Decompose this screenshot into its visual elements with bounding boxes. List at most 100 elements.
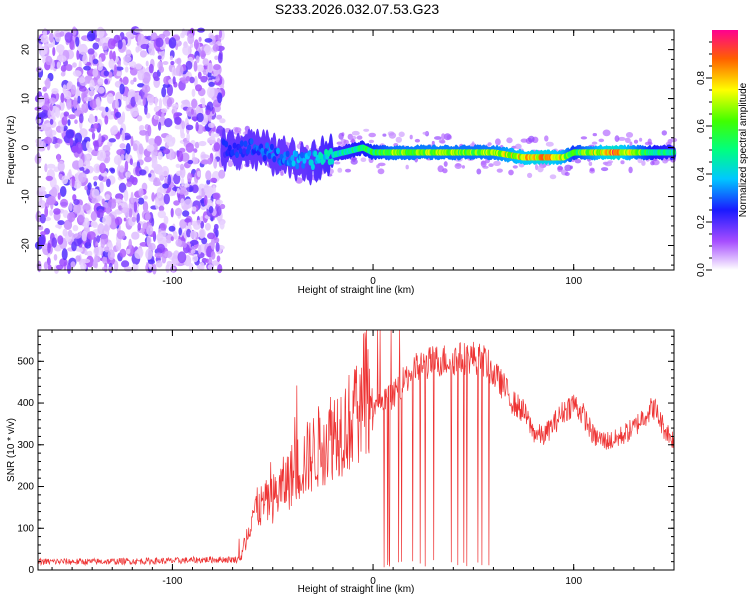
halo-blob bbox=[661, 130, 667, 136]
x-tick-label: -100 bbox=[162, 276, 182, 287]
noise-blob bbox=[78, 77, 86, 84]
ridge-core bbox=[313, 150, 318, 157]
noise-blob bbox=[55, 107, 61, 118]
noise-blob bbox=[189, 76, 195, 84]
noise-blob bbox=[200, 154, 210, 159]
noise-blob bbox=[144, 104, 148, 115]
noise-blob bbox=[106, 215, 112, 227]
noise-blob bbox=[59, 186, 67, 197]
halo-blob bbox=[351, 130, 360, 136]
x-tick-label: 0 bbox=[370, 276, 376, 287]
noise-blob bbox=[176, 187, 180, 194]
noise-blob bbox=[66, 98, 72, 110]
noise-blob bbox=[212, 44, 219, 52]
noise-blob bbox=[151, 192, 155, 202]
noise-blob bbox=[140, 38, 150, 45]
noise-blob bbox=[161, 86, 167, 98]
noise-blob bbox=[207, 139, 217, 144]
noise-blob bbox=[36, 118, 42, 124]
noise-blob bbox=[217, 52, 223, 64]
noise-blob bbox=[148, 43, 155, 56]
halo-blob bbox=[488, 163, 494, 168]
ridge-core bbox=[316, 157, 321, 164]
noise-blob bbox=[135, 46, 140, 53]
halo-blob bbox=[441, 133, 446, 140]
noise-blob bbox=[121, 260, 130, 268]
ridge-core bbox=[301, 162, 306, 169]
noise-blob bbox=[177, 150, 184, 163]
noise-blob bbox=[117, 39, 123, 50]
halo-blob bbox=[360, 157, 367, 162]
ridge-core bbox=[319, 153, 324, 160]
noise-blob bbox=[215, 199, 223, 205]
noise-blob bbox=[47, 242, 51, 254]
noise-blob bbox=[87, 48, 95, 55]
noise-blob bbox=[194, 141, 200, 149]
noise-blob bbox=[80, 263, 87, 271]
noise-blob bbox=[189, 230, 198, 239]
noise-blob bbox=[72, 62, 77, 68]
noise-blob bbox=[196, 170, 201, 178]
noise-blob bbox=[210, 177, 218, 183]
ridge-core bbox=[224, 141, 229, 148]
noise-blob bbox=[170, 207, 174, 218]
noise-blob bbox=[176, 57, 182, 65]
noise-blob bbox=[73, 237, 82, 247]
ridge-core bbox=[330, 158, 335, 165]
halo-blob bbox=[549, 174, 557, 180]
halo-blob bbox=[614, 135, 620, 143]
noise-blob bbox=[184, 218, 192, 223]
noise-blob bbox=[167, 174, 172, 186]
halo-blob bbox=[591, 141, 598, 145]
spectrogram-frame bbox=[37, 29, 675, 271]
y-tick-label: -20 bbox=[21, 238, 32, 253]
noise-blob bbox=[45, 55, 53, 66]
halo-blob bbox=[437, 165, 444, 173]
noise-blob bbox=[213, 64, 221, 71]
ridge-core bbox=[265, 142, 270, 149]
noise-blob bbox=[46, 163, 56, 169]
noise-blob bbox=[111, 198, 116, 204]
noise-blob bbox=[138, 143, 144, 155]
noise-blob bbox=[61, 248, 68, 261]
y-tick-label: 300 bbox=[17, 440, 34, 451]
noise-blob bbox=[216, 125, 224, 137]
noise-blob bbox=[189, 43, 194, 48]
noise-blob bbox=[120, 154, 125, 161]
noise-blob bbox=[69, 137, 74, 146]
noise-blob bbox=[200, 159, 209, 165]
noise-blob bbox=[163, 215, 169, 225]
noise-blob bbox=[217, 92, 223, 104]
noise-blob bbox=[60, 65, 67, 72]
noise-blob bbox=[78, 158, 84, 168]
noise-blob bbox=[131, 216, 137, 223]
noise-blob bbox=[162, 61, 169, 65]
y-tick-label: 500 bbox=[17, 356, 34, 367]
noise-blob bbox=[213, 133, 220, 138]
noise-blob bbox=[95, 96, 101, 107]
noise-blob bbox=[181, 99, 190, 105]
noise-blob bbox=[49, 103, 53, 112]
noise-blob bbox=[116, 230, 126, 240]
noise-blob bbox=[208, 206, 214, 214]
halo-blob bbox=[363, 128, 370, 132]
noise-blob bbox=[61, 175, 69, 185]
noise-blob bbox=[93, 140, 99, 152]
noise-blob bbox=[129, 91, 136, 97]
noise-blob bbox=[113, 64, 118, 76]
noise-blob bbox=[47, 109, 51, 118]
noise-blob bbox=[68, 114, 76, 120]
noise-blob bbox=[177, 251, 187, 264]
noise-blob bbox=[198, 140, 207, 147]
noise-blob bbox=[218, 169, 226, 179]
ridge-core bbox=[291, 160, 296, 167]
noise-blob bbox=[158, 66, 165, 73]
noise-blob bbox=[77, 95, 81, 104]
noise-blob bbox=[103, 51, 109, 56]
noise-blob bbox=[122, 95, 128, 102]
noise-blob bbox=[158, 121, 162, 131]
noise-blob bbox=[75, 36, 80, 47]
noise-blob bbox=[130, 79, 135, 85]
noise-blob bbox=[79, 166, 85, 171]
halo-blob bbox=[405, 164, 409, 170]
